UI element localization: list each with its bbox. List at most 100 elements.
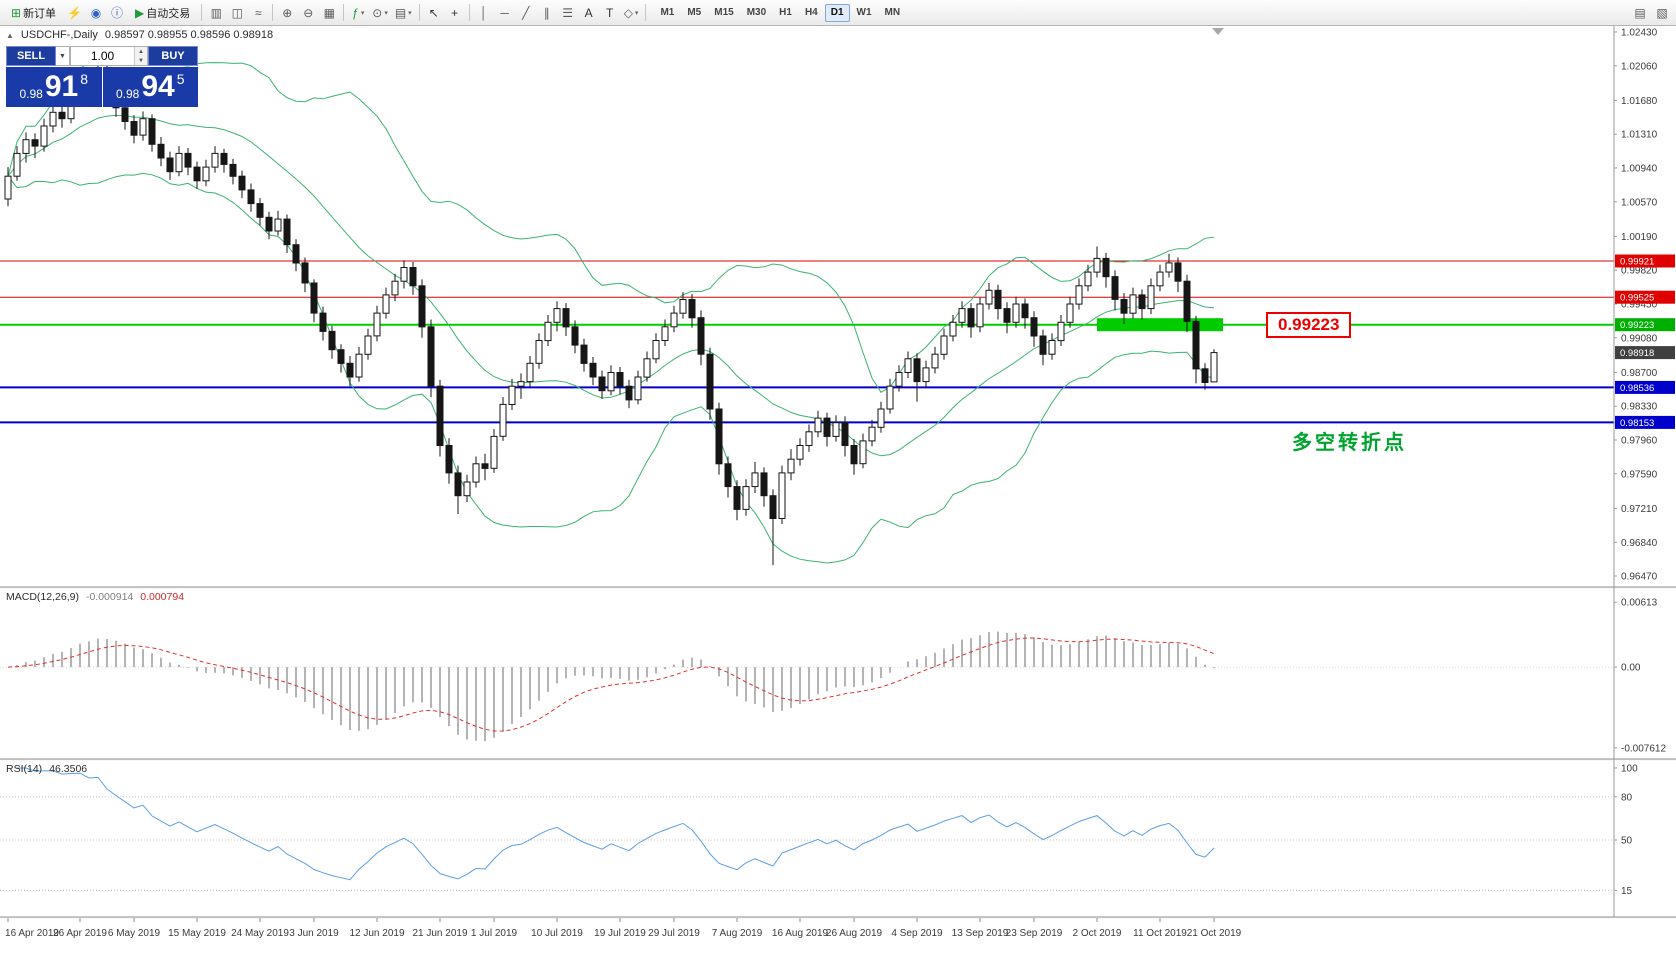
bid-price-button[interactable]: 0.98 91 8 — [6, 67, 102, 107]
new-order-label: 新订单 — [23, 7, 57, 20]
indicators-icon: ƒ — [352, 5, 359, 20]
svg-text:0.97210: 0.97210 — [1621, 504, 1658, 515]
data-window-icon: ▤ — [1634, 5, 1646, 20]
shapes-button[interactable]: ◇ ▾ — [621, 3, 642, 23]
info-button[interactable]: ⓘ — [107, 3, 127, 23]
chevron-down-icon: ▼ — [59, 52, 66, 60]
svg-text:0.96470: 0.96470 — [1621, 572, 1658, 583]
text-button[interactable]: A — [579, 3, 599, 23]
rsi-pane: 100 80 50 15 — [0, 764, 1638, 897]
symbol-header: ▲ USDCHF-,Daily 0.98597 0.98955 0.98596 … — [6, 29, 273, 41]
crosshair-button[interactable]: + — [445, 3, 465, 23]
svg-text:0.98153: 0.98153 — [1620, 418, 1654, 429]
svg-text:13 Sep 2019: 13 Sep 2019 — [952, 928, 1009, 939]
zoom-in-button[interactable]: ⊕ — [277, 3, 297, 23]
svg-text:1.00570: 1.00570 — [1621, 197, 1658, 208]
tile-windows-button[interactable]: ▦ — [319, 3, 339, 23]
timeframe-group: M1 M5 M15 M30 H1 H4 D1 W1 MN — [654, 3, 907, 22]
bid-price-pip: 8 — [80, 71, 89, 87]
price-callout[interactable]: 0.99223 — [1266, 312, 1352, 338]
svg-text:3 Jun 2019: 3 Jun 2019 — [289, 928, 339, 939]
svg-text:0.98536: 0.98536 — [1620, 383, 1654, 394]
crosshair-icon: + — [451, 5, 459, 20]
svg-text:0.00613: 0.00613 — [1621, 598, 1658, 609]
svg-text:1.02430: 1.02430 — [1621, 28, 1658, 39]
zoom-out-button[interactable]: ⊖ — [298, 3, 318, 23]
sell-dropdown-button[interactable]: ▼ — [56, 46, 70, 66]
chart-shift-marker[interactable] — [1212, 28, 1224, 35]
vertical-line-button[interactable]: │ — [474, 3, 494, 23]
volume-up-button[interactable]: ▲ — [135, 47, 147, 56]
trendline-button[interactable]: ╱ — [516, 3, 536, 23]
timeframe-button-m1[interactable]: M1 — [654, 4, 680, 22]
chevron-down-icon: ▾ — [408, 9, 412, 17]
timeframe-button-h1[interactable]: H1 — [773, 4, 798, 22]
timeframe-button-w1[interactable]: W1 — [851, 4, 878, 22]
channel-button[interactable]: ∥ — [537, 3, 557, 23]
autotrading-label: 自动交易 — [146, 7, 191, 20]
svg-text:100: 100 — [1621, 764, 1638, 775]
line-chart-button[interactable]: ≈ — [248, 3, 268, 23]
community-button[interactable]: ⚡ — [64, 3, 85, 23]
timeframe-button-m30[interactable]: M30 — [741, 4, 772, 22]
buy-button[interactable]: BUY — [148, 46, 198, 66]
chart-area[interactable]: 1.02430 1.02060 1.01680 1.01310 1.00940 1.005… — [0, 26, 1676, 953]
horizontal-line-icon: ─ — [500, 5, 509, 20]
volume-down-button[interactable]: ▼ — [135, 56, 147, 65]
macd-pane: 0.00613 0.00 -0.007612 — [0, 598, 1666, 754]
bollinger-bands — [7, 51, 1215, 564]
timeframe-button-mn[interactable]: MN — [879, 4, 907, 22]
chevron-down-icon: ▾ — [384, 9, 388, 17]
svg-text:24 May 2019: 24 May 2019 — [231, 928, 289, 939]
cursor-button[interactable]: ↖ — [424, 3, 444, 23]
toolbar-separator — [418, 4, 420, 21]
volume-input[interactable] — [71, 47, 134, 65]
timeframe-button-d1[interactable]: D1 — [824, 3, 850, 22]
svg-text:11 Oct 2019: 11 Oct 2019 — [1133, 928, 1187, 939]
zoom-in-icon: ⊕ — [282, 5, 293, 20]
chart-canvas[interactable]: 1.02430 1.02060 1.01680 1.01310 1.00940 1.005… — [0, 26, 1676, 953]
ohlc-readout: 0.98597 0.98955 0.98596 0.98918 — [104, 29, 274, 41]
toolbar-separator — [201, 4, 203, 21]
svg-text:0.99450: 0.99450 — [1621, 300, 1658, 311]
svg-text:1.00190: 1.00190 — [1621, 232, 1658, 243]
templates-button[interactable]: ▤ ▾ — [392, 3, 415, 23]
ask-price-button[interactable]: 0.98 94 5 — [102, 67, 198, 107]
toolbar-separator — [645, 4, 647, 21]
horizontal-line-button[interactable]: ─ — [495, 3, 515, 23]
horizontal-lines-layer[interactable] — [0, 260, 1614, 424]
new-order-button[interactable]: ⊞ 新订单 — [4, 3, 63, 23]
trendline-icon: ╱ — [522, 5, 530, 20]
bar-chart-icon: ▥ — [210, 5, 222, 20]
candlestick-chart-button[interactable]: ◫ — [227, 3, 247, 23]
timeframe-button-h4[interactable]: H4 — [799, 4, 824, 22]
sell-button[interactable]: SELL — [6, 46, 56, 66]
tile-windows-icon: ▦ — [323, 5, 335, 20]
svg-text:26 Aug 2019: 26 Aug 2019 — [826, 928, 883, 939]
svg-text:0.99525: 0.99525 — [1620, 293, 1654, 304]
strategy-tester-button[interactable]: ▧ — [1652, 3, 1672, 23]
highlight-zone[interactable] — [1097, 318, 1223, 332]
indicators-button[interactable]: ƒ ▾ — [348, 3, 368, 23]
svg-text:0.96840: 0.96840 — [1621, 538, 1658, 549]
bar-chart-button[interactable]: ▥ — [206, 3, 226, 23]
data-window-button[interactable]: ▤ — [1630, 3, 1650, 23]
one-click-trading-panel: SELL ▼ ▲ ▼ BUY 0.98 91 8 0.98 94 — [6, 46, 198, 107]
svg-text:0.99080: 0.99080 — [1621, 333, 1658, 344]
svg-text:0.98700: 0.98700 — [1621, 368, 1658, 379]
market-button[interactable]: ◉ — [86, 3, 106, 23]
periods-button[interactable]: ⊙ ▾ — [369, 3, 391, 23]
toolbar-separator — [343, 4, 345, 21]
svg-text:7 Aug 2019: 7 Aug 2019 — [712, 928, 763, 939]
autotrading-button[interactable]: ▶ 自动交易 — [128, 3, 197, 23]
fibonacci-button[interactable]: ☰ — [558, 3, 578, 23]
svg-text:1.01680: 1.01680 — [1621, 96, 1658, 107]
timeframe-button-m15[interactable]: M15 — [708, 4, 739, 22]
timeframe-button-m5[interactable]: M5 — [681, 4, 707, 22]
text-label-button[interactable]: T — [600, 3, 620, 23]
svg-text:0.00: 0.00 — [1621, 663, 1641, 674]
svg-text:4 Sep 2019: 4 Sep 2019 — [891, 928, 943, 939]
svg-text:12 Jun 2019: 12 Jun 2019 — [349, 928, 404, 939]
svg-text:80: 80 — [1621, 792, 1633, 803]
